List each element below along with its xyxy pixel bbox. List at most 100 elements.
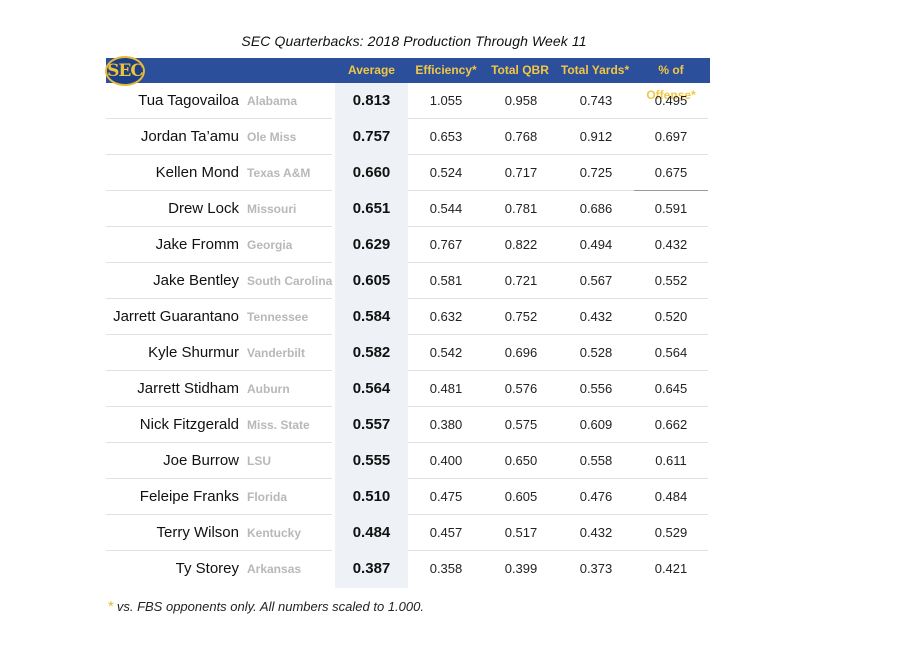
cell-average: 0.813 <box>352 92 391 109</box>
cell-total-qbr: 0.781 <box>504 201 538 216</box>
row-divider <box>408 190 708 191</box>
cell-efficiency: 0.475 <box>429 489 463 504</box>
school-name: Tennessee <box>247 310 309 324</box>
school-name: Florida <box>247 490 288 504</box>
row-divider <box>408 226 708 227</box>
header-average: Average <box>348 63 395 77</box>
row-divider <box>408 262 708 263</box>
cell-average: 0.582 <box>352 344 391 361</box>
cell-total-yards: 0.528 <box>579 345 613 360</box>
cell-average: 0.510 <box>352 488 391 505</box>
cell-efficiency: 0.542 <box>429 345 463 360</box>
table-row: Jake Fromm Georgia 0.629 0.767 0.822 0.494 0.4… <box>106 227 710 263</box>
player-name: Jarrett Stidham <box>137 380 239 397</box>
footnote-text: vs. FBS opponents only. All numbers scal… <box>116 599 424 614</box>
row-divider <box>106 298 332 299</box>
header-efficiency: Efficiency* <box>415 63 477 77</box>
cell-efficiency: 0.653 <box>429 129 463 144</box>
school-name: Miss. State <box>247 418 310 432</box>
cell-total-yards: 0.494 <box>579 237 613 252</box>
cell-average: 0.629 <box>352 236 391 253</box>
cell-total-yards: 0.373 <box>579 561 613 576</box>
player-name: Kyle Shurmur <box>148 344 239 361</box>
cell-pct-offense: 0.421 <box>654 561 688 576</box>
cell-total-qbr: 0.752 <box>504 309 538 324</box>
cell-total-yards: 0.912 <box>579 129 613 144</box>
player-name: Feleipe Franks <box>139 488 239 505</box>
cell-pct-offense: 0.662 <box>654 417 688 432</box>
cell-total-qbr: 0.399 <box>504 561 538 576</box>
table-row: Kyle Shurmur Vanderbilt 0.582 0.542 0.696 0.5… <box>106 335 710 371</box>
cell-total-qbr: 0.605 <box>504 489 538 504</box>
row-divider <box>408 334 708 335</box>
school-name: Alabama <box>247 94 298 108</box>
row-divider <box>106 442 332 443</box>
table-row: Nick Fitzgerald Miss. State 0.557 0.380 0.57… <box>106 407 710 443</box>
cell-total-yards: 0.432 <box>579 525 613 540</box>
chart-title: SEC Quarterbacks: 2018 Production Throug… <box>241 33 587 49</box>
cell-average: 0.660 <box>352 164 391 181</box>
player-name: Ty Storey <box>175 560 239 577</box>
cell-efficiency: 0.380 <box>429 417 463 432</box>
cell-pct-offense: 0.697 <box>654 129 688 144</box>
table-row: Jarrett Guarantano Tennessee 0.584 0.632 0.7… <box>106 299 710 335</box>
average-column-highlight <box>335 83 408 588</box>
table-row: Tua Tagovailoa Alabama 0.813 1.055 0.958 0.74… <box>106 83 710 119</box>
cell-total-qbr: 0.768 <box>504 129 538 144</box>
school-name: Missouri <box>247 202 297 216</box>
player-name: Nick Fitzgerald <box>139 416 239 433</box>
row-divider <box>408 550 708 551</box>
cell-pct-offense: 0.520 <box>654 309 688 324</box>
cell-pct-offense: 0.484 <box>654 489 688 504</box>
cell-total-qbr: 0.958 <box>504 93 538 108</box>
cell-efficiency: 0.400 <box>429 453 463 468</box>
row-divider <box>408 442 708 443</box>
cell-efficiency: 0.481 <box>429 381 463 396</box>
cell-pct-offense: 0.611 <box>655 453 687 468</box>
sec-logo: SEC <box>105 56 145 86</box>
player-name: Joe Burrow <box>163 452 239 469</box>
row-divider <box>106 262 332 263</box>
row-divider <box>408 406 708 407</box>
school-name: Ole Miss <box>247 130 297 144</box>
cell-total-qbr: 0.822 <box>504 237 538 252</box>
cell-total-yards: 0.567 <box>579 273 613 288</box>
row-divider <box>106 118 332 119</box>
school-name: Kentucky <box>247 526 302 540</box>
cell-total-yards: 0.725 <box>579 165 613 180</box>
player-name: Jake Bentley <box>153 272 239 289</box>
player-name: Drew Lock <box>168 200 239 217</box>
table-row: Jarrett Stidham Auburn 0.564 0.481 0.576 0.55… <box>106 371 710 407</box>
school-name: South Carolina <box>247 274 333 288</box>
cell-total-qbr: 0.717 <box>504 165 538 180</box>
cell-total-qbr: 0.696 <box>504 345 538 360</box>
table-row: Jordan Ta’amu Ole Miss 0.757 0.653 0.768 0.91… <box>106 119 710 155</box>
table-row: Joe Burrow LSU 0.555 0.400 0.650 0.558 0.611 <box>106 443 710 479</box>
cell-pct-offense: 0.564 <box>654 345 688 360</box>
cell-pct-offense: 0.591 <box>654 201 688 216</box>
cell-pct-offense: 0.552 <box>654 273 688 288</box>
cell-total-yards: 0.432 <box>579 309 613 324</box>
cell-efficiency: 0.632 <box>429 309 463 324</box>
row-divider <box>106 334 332 335</box>
underline-mark <box>634 190 708 191</box>
table-row: Terry Wilson Kentucky 0.484 0.457 0.517 0.432… <box>106 515 710 551</box>
row-divider <box>408 298 708 299</box>
cell-efficiency: 1.055 <box>429 93 463 108</box>
header-total-qbr: Total QBR <box>491 63 549 77</box>
header-total-yards: Total Yards* <box>560 63 630 77</box>
cell-total-qbr: 0.576 <box>504 381 538 396</box>
school-name: Vanderbilt <box>247 346 306 360</box>
cell-total-qbr: 0.517 <box>504 525 538 540</box>
cell-efficiency: 0.358 <box>429 561 463 576</box>
cell-total-qbr: 0.575 <box>504 417 538 432</box>
player-name: Tua Tagovailoa <box>138 92 239 109</box>
cell-efficiency: 0.544 <box>429 201 463 216</box>
cell-average: 0.555 <box>352 452 391 469</box>
cell-average: 0.651 <box>352 200 391 217</box>
cell-average: 0.564 <box>352 380 391 397</box>
cell-total-yards: 0.686 <box>579 201 613 216</box>
school-name: Texas A&M <box>247 166 311 180</box>
cell-efficiency: 0.524 <box>429 165 463 180</box>
footnote: * vs. FBS opponents only. All numbers sca… <box>108 598 424 615</box>
